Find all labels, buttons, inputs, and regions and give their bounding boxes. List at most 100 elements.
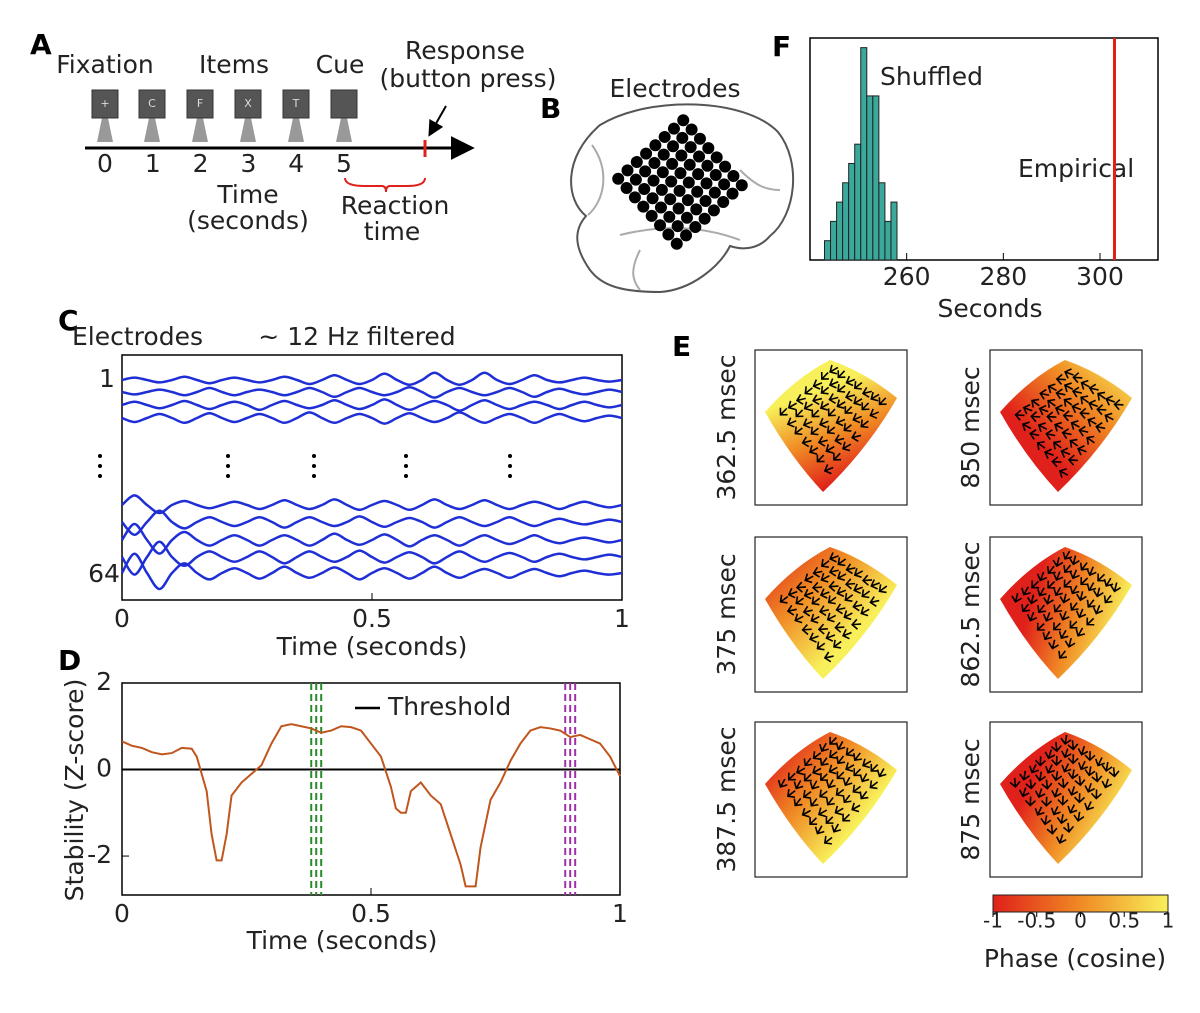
phase-arrow	[809, 798, 819, 807]
dot	[312, 464, 316, 468]
panel-label: D	[58, 644, 81, 677]
phase-arrow	[787, 400, 797, 411]
brain-label: Electrodes	[610, 74, 741, 103]
reaction-brace	[344, 177, 426, 193]
phase-arrow	[819, 789, 828, 799]
phase-arrow	[825, 444, 835, 454]
phase-arrow	[878, 397, 887, 406]
electrode	[693, 132, 706, 145]
phase-arrow	[833, 639, 842, 649]
phase-arrow	[1022, 403, 1033, 415]
electrode	[639, 165, 652, 178]
electrode	[665, 175, 678, 188]
electrode	[673, 184, 686, 197]
phase-arrow	[837, 370, 846, 379]
phase-arrow	[779, 594, 789, 604]
phase-arrow	[851, 431, 862, 442]
phase-arrow	[796, 765, 806, 776]
electrode	[638, 182, 651, 195]
phase-arrow	[1092, 587, 1104, 598]
event-label: Items	[199, 50, 269, 79]
phase-arrow	[1045, 764, 1056, 774]
phase-arrow	[1061, 428, 1072, 440]
panel-label: A	[30, 28, 52, 61]
monitor-stand	[192, 118, 208, 142]
sulcus	[587, 144, 605, 216]
screen-symbol: C	[148, 97, 156, 110]
phase-arrow	[1047, 398, 1056, 408]
electrode	[727, 169, 740, 182]
phase-arrow	[869, 596, 880, 607]
phase-arrow	[1019, 770, 1031, 781]
phase-arrow	[1064, 637, 1076, 648]
phase-arrow	[1075, 627, 1086, 637]
phase-arrow	[1069, 585, 1080, 595]
trace	[121, 398, 623, 412]
phase-arrow	[1059, 593, 1071, 604]
phase-arrow	[1113, 399, 1124, 411]
phase-arrow	[812, 566, 823, 578]
electrode	[662, 228, 675, 241]
electrode	[637, 200, 650, 213]
phase-arrow	[1034, 806, 1045, 816]
phase-arrow	[1064, 368, 1074, 379]
phase-arrow	[1060, 447, 1071, 458]
bar	[890, 201, 898, 261]
phase-arrow	[809, 817, 818, 826]
phase-arrow	[1031, 580, 1040, 589]
phase-arrow	[1026, 611, 1038, 622]
monitor	[91, 89, 119, 119]
phase-arrow	[845, 563, 856, 575]
electrode	[663, 210, 676, 223]
electrode	[719, 160, 732, 173]
colorbar-tick-label: 0	[1074, 909, 1087, 933]
monitor	[138, 89, 166, 119]
phase-arrow	[825, 816, 834, 824]
dot	[312, 454, 316, 458]
phase-arrow	[1009, 777, 1021, 788]
phase-arrow	[814, 825, 825, 835]
phase-arrow	[1053, 604, 1063, 613]
reaction-label: Reaction	[341, 191, 450, 220]
phase-arrow	[1079, 562, 1089, 571]
phase-arrow	[1067, 769, 1079, 780]
x-tick-label: 1	[612, 899, 628, 928]
phase-arrow	[828, 764, 838, 775]
phase-arrow	[1031, 398, 1040, 408]
bar	[878, 182, 886, 261]
phase-arrow	[1075, 608, 1087, 619]
phase-arrow	[1055, 373, 1066, 385]
dot	[226, 474, 230, 478]
response-label: Response	[405, 36, 525, 65]
electrode	[674, 167, 687, 180]
phase-arrow	[819, 401, 830, 411]
electrode	[709, 169, 722, 182]
phase-arrow	[1036, 622, 1045, 631]
x-axis-label: Time (seconds)	[246, 926, 438, 955]
phase-arrow	[861, 387, 872, 398]
phase-arrow	[1061, 763, 1072, 773]
sulcus	[632, 249, 641, 291]
electrode	[690, 203, 703, 216]
phase-arrow	[1053, 571, 1064, 581]
trace	[121, 509, 623, 537]
phase-arrow	[860, 419, 869, 429]
map-time-label: 387.5 msec	[712, 726, 741, 872]
histogram-label: Shuffled	[880, 62, 983, 91]
electrode	[693, 150, 706, 163]
phase-arrow	[835, 787, 845, 797]
phase-arrow	[1094, 757, 1105, 767]
screen-symbol: T	[292, 97, 300, 110]
phase-arrow	[826, 779, 836, 789]
phase-arrow	[820, 572, 830, 583]
screen-symbol: F	[197, 97, 203, 110]
phase-arrow	[1034, 756, 1047, 767]
phase-arrow	[829, 750, 838, 759]
map-time-label: 875 msec	[956, 738, 985, 860]
phase-arrow	[1097, 573, 1106, 582]
screen-symbol: X	[244, 97, 252, 110]
phase-arrow	[787, 772, 796, 781]
phase-arrow	[1101, 761, 1113, 773]
